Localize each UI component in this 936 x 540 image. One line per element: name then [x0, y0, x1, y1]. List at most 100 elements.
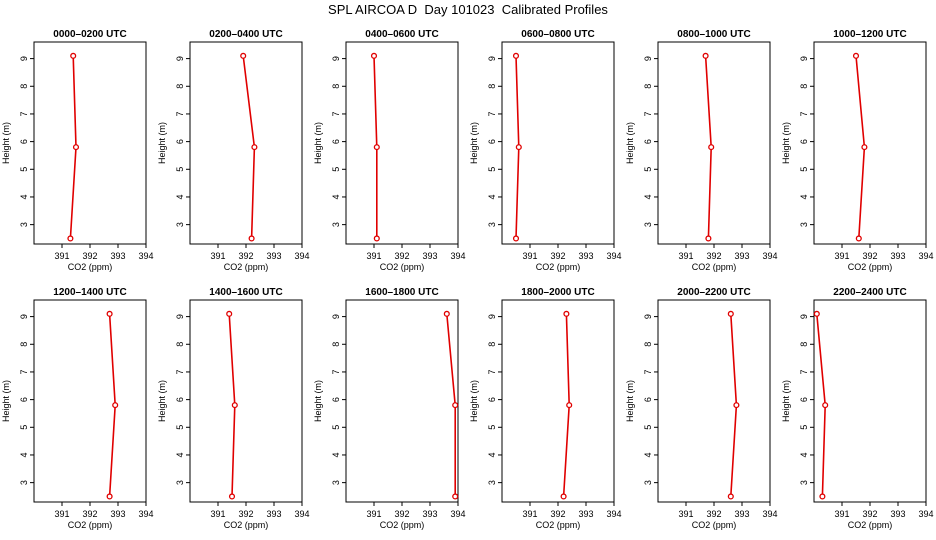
y-tick-label: 5	[175, 425, 185, 430]
y-tick-label: 3	[487, 480, 497, 485]
y-tick-label: 8	[487, 342, 497, 347]
x-axis-label: CO2 (ppm)	[692, 520, 737, 530]
data-point	[727, 310, 734, 317]
y-tick-label: 4	[175, 194, 185, 199]
y-tick-label: 5	[799, 167, 809, 172]
y-tick-label: 7	[19, 369, 29, 374]
x-tick-label: 393	[890, 251, 905, 261]
y-tick-label: 4	[487, 452, 497, 457]
plot-frame	[345, 299, 459, 503]
y-tick-label: 8	[331, 84, 341, 89]
y-tick-label: 4	[19, 194, 29, 199]
plot-frame	[189, 299, 303, 503]
y-tick-label: 6	[19, 397, 29, 402]
y-axis-label: Height (m)	[157, 122, 167, 164]
x-tick-label: 391	[678, 251, 693, 261]
y-axis-label: Height (m)	[781, 380, 791, 422]
panel-7: 1200–1400 UTC 391 392 393 394 3 4 5 6 7 8 9 CO2 (ppm…	[1, 287, 154, 530]
x-tick-label: 394	[606, 251, 621, 261]
data-point	[733, 402, 740, 409]
x-tick-label: 393	[578, 251, 593, 261]
x-axis-label: CO2 (ppm)	[848, 262, 893, 272]
x-tick-label: 394	[762, 251, 777, 261]
y-tick-label: 7	[487, 111, 497, 116]
x-tick-label: 391	[522, 509, 537, 519]
y-tick-label: 9	[19, 56, 29, 61]
y-tick-label: 6	[799, 139, 809, 144]
y-tick-label: 6	[799, 397, 809, 402]
x-tick-label: 394	[918, 251, 933, 261]
x-tick-label: 393	[266, 251, 281, 261]
y-tick-label: 5	[643, 167, 653, 172]
data-point	[248, 235, 255, 242]
x-tick-label: 394	[918, 509, 933, 519]
x-tick-label: 393	[110, 509, 125, 519]
panel-9: 1600–1800 UTC 391 392 393 394 3 4 5 6 7 8 9 CO2 (ppm…	[313, 287, 466, 530]
x-tick-label: 391	[366, 251, 381, 261]
data-point	[560, 493, 567, 500]
panel-title: 1400–1600 UTC	[209, 287, 282, 298]
x-axis-label: CO2 (ppm)	[848, 520, 893, 530]
panel-title: 0000–0200 UTC	[53, 29, 126, 40]
y-tick-label: 7	[175, 111, 185, 116]
data-point	[452, 493, 459, 500]
x-tick-label: 393	[890, 509, 905, 519]
x-tick-label: 393	[578, 509, 593, 519]
y-tick-label: 3	[487, 222, 497, 227]
data-point	[702, 52, 709, 59]
y-tick-label: 4	[643, 452, 653, 457]
data-point	[228, 493, 236, 500]
x-tick-label: 392	[862, 509, 877, 519]
x-tick-label: 394	[294, 251, 309, 261]
x-tick-label: 391	[678, 509, 693, 519]
y-tick-label: 7	[799, 111, 809, 116]
y-tick-label: 8	[487, 84, 497, 89]
x-axis-label: CO2 (ppm)	[224, 262, 269, 272]
y-tick-label: 5	[643, 425, 653, 430]
y-tick-label: 7	[643, 369, 653, 374]
data-point	[822, 402, 829, 409]
y-tick-label: 6	[331, 397, 341, 402]
data-point	[373, 235, 380, 242]
data-point	[240, 52, 247, 59]
y-tick-label: 9	[175, 314, 185, 319]
y-tick-label: 8	[175, 342, 185, 347]
x-tick-label: 391	[210, 251, 225, 261]
y-tick-label: 9	[331, 56, 341, 61]
data-point	[106, 493, 113, 500]
x-tick-label: 394	[762, 509, 777, 519]
plot-frame	[657, 299, 771, 503]
y-tick-label: 6	[487, 397, 497, 402]
y-axis-label: Height (m)	[469, 380, 479, 422]
y-tick-label: 3	[643, 480, 653, 485]
y-tick-label: 6	[643, 397, 653, 402]
x-tick-label: 392	[862, 251, 877, 261]
x-axis-label: CO2 (ppm)	[380, 520, 425, 530]
y-tick-label: 3	[643, 222, 653, 227]
panel-1: 0000–0200 UTC 391 392 393 394 3 4 5 6 7 8 9 CO2 (ppm…	[1, 29, 154, 272]
y-axis-label: Height (m)	[313, 380, 323, 422]
y-tick-label: 8	[643, 84, 653, 89]
y-tick-label: 4	[19, 452, 29, 457]
data-point	[443, 310, 450, 317]
y-tick-label: 7	[799, 369, 809, 374]
y-tick-label: 4	[175, 452, 185, 457]
x-axis-label: CO2 (ppm)	[536, 520, 581, 530]
data-point	[512, 235, 520, 242]
y-tick-label: 9	[799, 314, 809, 319]
data-point	[72, 144, 80, 151]
x-tick-label: 394	[138, 509, 153, 519]
y-tick-label: 9	[19, 314, 29, 319]
x-tick-label: 393	[734, 509, 749, 519]
x-tick-label: 391	[366, 509, 381, 519]
x-tick-label: 392	[238, 509, 253, 519]
y-tick-label: 9	[643, 314, 653, 319]
data-point	[231, 402, 238, 409]
data-point	[708, 144, 715, 151]
panel-8: 1400–1600 UTC 391 392 393 394 3 4 5 6 7 8 9 CO2 (ppm…	[157, 287, 310, 530]
x-tick-label: 394	[450, 251, 465, 261]
x-tick-label: 393	[266, 509, 281, 519]
plot-frame	[813, 299, 927, 503]
